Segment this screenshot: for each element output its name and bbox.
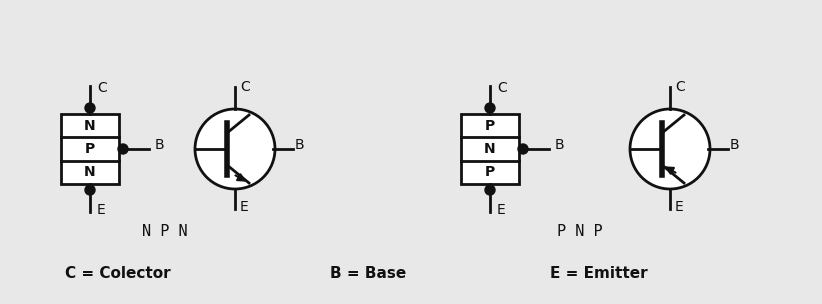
Circle shape: [85, 103, 95, 113]
Text: N P N: N P N: [142, 224, 187, 240]
Text: E: E: [675, 200, 684, 214]
Text: N: N: [84, 165, 96, 179]
Text: E: E: [240, 200, 249, 214]
Text: N: N: [84, 119, 96, 133]
Text: P: P: [85, 142, 95, 156]
Circle shape: [518, 144, 528, 154]
Circle shape: [195, 109, 275, 189]
Circle shape: [485, 103, 495, 113]
Text: E: E: [97, 203, 106, 217]
Text: E: E: [497, 203, 506, 217]
Text: C: C: [497, 81, 506, 95]
Text: B: B: [155, 138, 164, 152]
Text: E = Emitter: E = Emitter: [550, 267, 648, 282]
Text: B = Base: B = Base: [330, 267, 406, 282]
Bar: [61, 114, 119, 184]
Text: B: B: [295, 138, 305, 152]
Text: C = Colector: C = Colector: [65, 267, 171, 282]
Circle shape: [630, 109, 710, 189]
Text: B: B: [730, 138, 740, 152]
Text: B: B: [555, 138, 565, 152]
Text: C: C: [675, 80, 685, 94]
Text: C: C: [240, 80, 250, 94]
Text: P: P: [485, 119, 495, 133]
Circle shape: [485, 185, 495, 195]
Text: N: N: [484, 142, 496, 156]
Circle shape: [85, 185, 95, 195]
Circle shape: [118, 144, 128, 154]
Text: P: P: [485, 165, 495, 179]
Text: C: C: [97, 81, 107, 95]
Bar: [461, 114, 519, 184]
Text: P N P: P N P: [557, 224, 603, 240]
